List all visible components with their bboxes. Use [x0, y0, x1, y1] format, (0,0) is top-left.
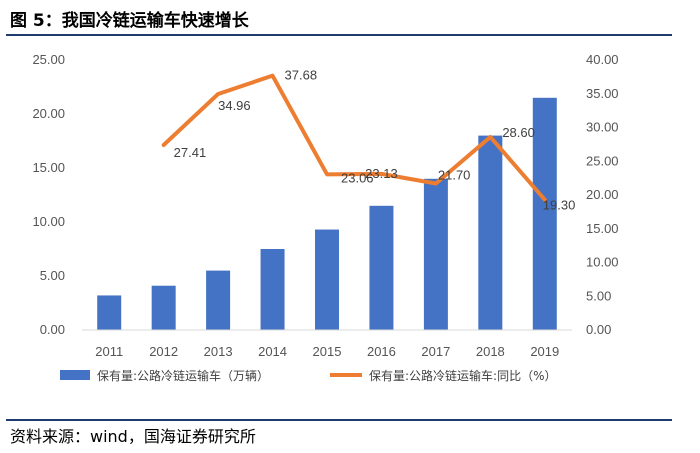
bar [206, 270, 231, 330]
bar [315, 229, 339, 330]
line-data-label: 21.70 [438, 168, 471, 183]
x-tick-label: 2016 [367, 344, 396, 359]
line-data-label: 27.41 [174, 145, 207, 160]
bar [532, 97, 557, 330]
x-tick-label: 2013 [204, 344, 233, 359]
bar [478, 135, 503, 330]
right-tick-label: 35.00 [586, 86, 619, 101]
right-tick-label: 30.00 [586, 120, 619, 135]
line-data-label: 37.68 [285, 68, 318, 83]
line-data-label: 34.96 [218, 98, 251, 113]
legend-swatch-bar [60, 370, 90, 380]
x-tick-label: 2011 [95, 344, 123, 359]
left-axis: 0.00 5.00 10.00 15.00 20.00 25.00 [32, 52, 65, 337]
right-axis: 0.00 5.00 10.00 15.00 20.00 25.00 30.00 35.00 40… [586, 52, 619, 337]
bar [260, 249, 285, 330]
right-tick-label: 15.00 [586, 221, 619, 236]
x-tick-label: 2017 [421, 344, 450, 359]
right-tick-label: 10.00 [586, 255, 619, 270]
left-tick-label: 0.00 [40, 322, 65, 337]
bar [151, 285, 176, 330]
legend-label-line: 保有量:公路冷链运输车:同比（%） [369, 368, 557, 383]
right-tick-label: 40.00 [586, 52, 619, 67]
right-tick-label: 25.00 [586, 153, 619, 168]
left-tick-label: 25.00 [32, 52, 65, 67]
bar [423, 178, 448, 330]
bottom-rule [6, 419, 672, 421]
x-tick-label: 2018 [476, 344, 505, 359]
bar-series [97, 97, 557, 330]
x-tick-label: 2012 [149, 344, 178, 359]
line-data-label: 28.60 [502, 125, 535, 140]
x-axis: 2011 2012 2013 2014 2015 2016 2017 2018 2019 [95, 344, 559, 359]
right-tick-label: 0.00 [586, 322, 611, 337]
legend-label-bar: 保有量:公路冷链运输车（万辆） [97, 368, 269, 383]
left-tick-label: 5.00 [40, 268, 65, 283]
source-note: 资料来源：wind，国海证券研究所 [10, 427, 256, 446]
line-data-label: 19.30 [543, 198, 576, 213]
left-tick-label: 10.00 [32, 214, 65, 229]
legend: 保有量:公路冷链运输车（万辆） 保有量:公路冷链运输车:同比（%） [60, 368, 557, 383]
x-tick-label: 2019 [530, 344, 559, 359]
right-tick-label: 20.00 [586, 187, 619, 202]
x-tick-label: 2014 [258, 344, 287, 359]
growth-line [161, 73, 547, 202]
line-data-label: 23.13 [365, 166, 398, 181]
top-rule [6, 34, 672, 36]
bar [97, 295, 122, 330]
line-data-label: 23.06 [341, 170, 374, 185]
line-series [161, 73, 547, 202]
chart: 0.00 5.00 10.00 15.00 20.00 25.00 0.00 5.00 10.… [32, 52, 619, 383]
bar [369, 205, 394, 330]
left-tick-label: 20.00 [32, 106, 65, 121]
left-tick-label: 15.00 [32, 160, 65, 175]
figure-header: 图 5：我国冷链运输车快速增长 [0, 0, 670, 34]
right-tick-label: 5.00 [586, 288, 611, 303]
figure-title: 图 5：我国冷链运输车快速增长 [10, 11, 249, 31]
x-tick-label: 2015 [313, 344, 342, 359]
